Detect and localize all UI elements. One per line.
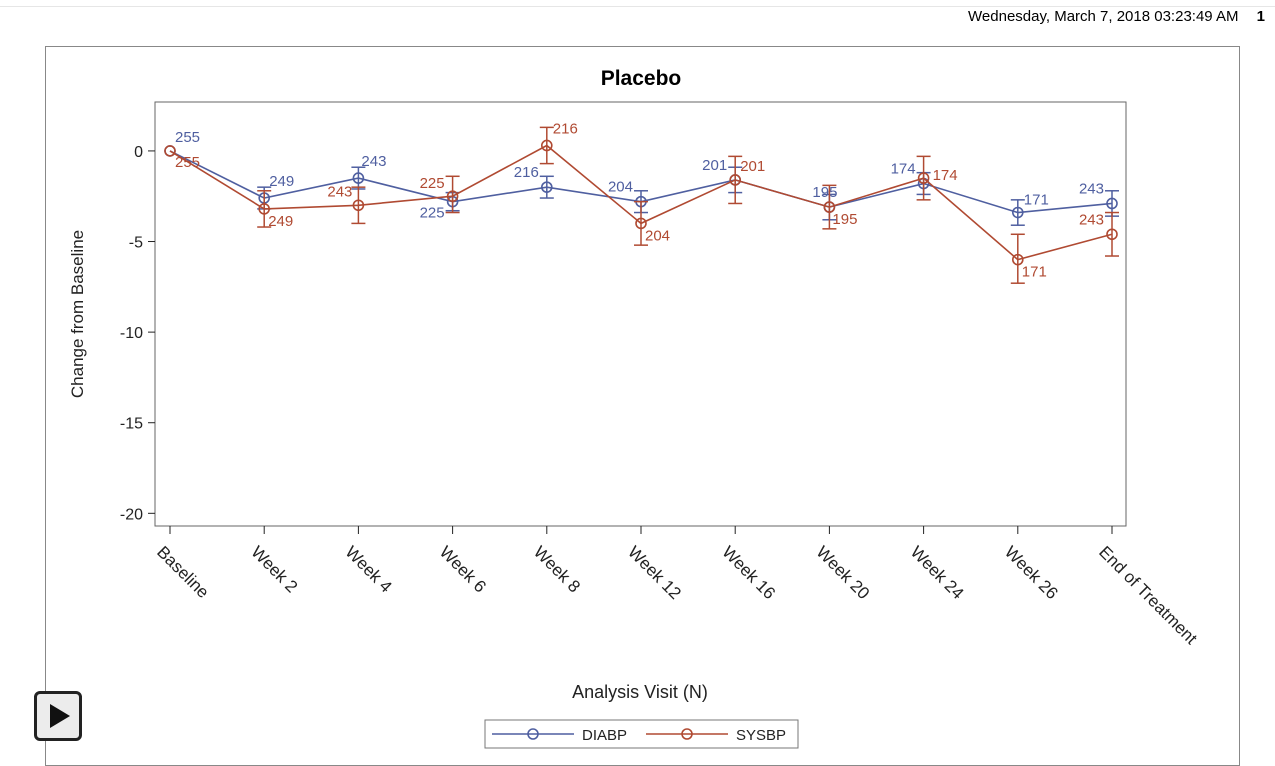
x-tick-label: Week 20 xyxy=(813,542,874,603)
plot-area xyxy=(154,101,1127,527)
series-sysbp: 255 249 243 225 216 204 201 195 174 171 243 xyxy=(164,120,1119,284)
series-line xyxy=(169,144,1113,261)
data-label: 174 xyxy=(933,167,958,184)
data-label: 204 xyxy=(645,227,670,244)
y-tick-label: -15 xyxy=(120,416,143,433)
x-tick-label: Week 16 xyxy=(718,542,779,603)
data-point xyxy=(540,139,553,152)
x-tick-label: Week 6 xyxy=(436,542,490,596)
data-point xyxy=(258,203,271,215)
data-point xyxy=(1011,206,1024,219)
x-tick-label: Week 4 xyxy=(342,542,396,596)
data-label: 216 xyxy=(553,120,578,137)
page-number: 1 xyxy=(1256,8,1265,25)
y-axis-label: Change from Baseline xyxy=(68,230,87,398)
data-label: 195 xyxy=(832,211,857,228)
data-point xyxy=(446,190,459,203)
legend-label: SYSBP xyxy=(736,727,786,744)
data-point xyxy=(635,217,647,230)
data-label: 195 xyxy=(812,184,837,201)
legend-marker xyxy=(681,728,693,740)
data-point xyxy=(1106,228,1118,241)
y-tick-label: -10 xyxy=(120,325,143,342)
data-point xyxy=(352,199,365,212)
data-label: 249 xyxy=(268,213,293,230)
data-point xyxy=(352,172,365,184)
y-axis: 0 -5 -10 -15 -20 xyxy=(120,144,155,523)
data-label: 201 xyxy=(740,158,765,175)
data-label: 174 xyxy=(891,161,916,178)
data-label: 243 xyxy=(361,153,386,170)
timestamp-bar: Wednesday, March 7, 2018 03:23:49 AM 1 xyxy=(968,8,1265,25)
data-label: 216 xyxy=(514,164,539,181)
data-point xyxy=(164,145,176,157)
data-point xyxy=(917,172,930,184)
data-label: 243 xyxy=(1079,180,1104,197)
data-label: 225 xyxy=(420,175,445,192)
data-point xyxy=(1106,197,1118,210)
data-label: 255 xyxy=(175,154,200,171)
data-label: 225 xyxy=(420,205,445,222)
x-axis: Baseline Week 2 Week 4 Week 6 Week 8 Week 12 W… xyxy=(153,526,1201,648)
x-tick-label: Baseline xyxy=(153,542,213,602)
x-tick-label: Week 26 xyxy=(1001,542,1062,603)
data-point xyxy=(823,201,836,213)
data-label: 201 xyxy=(702,157,727,174)
play-icon xyxy=(50,704,70,728)
data-label: 204 xyxy=(608,179,633,196)
legend: DIABP SYSBP xyxy=(484,719,799,749)
top-rule xyxy=(0,0,1275,7)
x-axis-label: Analysis Visit (N) xyxy=(572,682,708,702)
chart-title: Placebo xyxy=(601,67,682,90)
data-label: 243 xyxy=(327,183,352,200)
data-point xyxy=(1011,253,1024,266)
data-point xyxy=(540,181,553,193)
y-tick-label: -5 xyxy=(129,235,143,252)
x-tick-label: Week 24 xyxy=(907,542,968,603)
data-label: 243 xyxy=(1079,211,1104,228)
timestamp: Wednesday, March 7, 2018 03:23:49 AM xyxy=(968,8,1239,25)
x-tick-label: Week 12 xyxy=(624,542,685,603)
data-label: 171 xyxy=(1022,264,1047,281)
play-button[interactable] xyxy=(34,691,82,741)
data-label: 171 xyxy=(1024,192,1049,209)
x-tick-label: End of Treatment xyxy=(1095,542,1201,648)
data-label: 255 xyxy=(175,129,200,146)
legend-marker xyxy=(527,728,539,740)
legend-item-sysbp: SYSBP xyxy=(646,727,786,744)
y-tick-label: -20 xyxy=(120,506,143,523)
x-tick-label: Week 2 xyxy=(247,542,301,596)
legend-item-diabp: DIABP xyxy=(492,727,627,744)
x-tick-label: Week 8 xyxy=(530,542,584,596)
series-layer: 2552492432252162042011951741712432552492… xyxy=(164,120,1119,284)
data-point xyxy=(729,174,742,186)
y-tick-label: 0 xyxy=(134,144,143,161)
data-label: 249 xyxy=(269,173,294,190)
legend-label: DIABP xyxy=(582,727,627,744)
